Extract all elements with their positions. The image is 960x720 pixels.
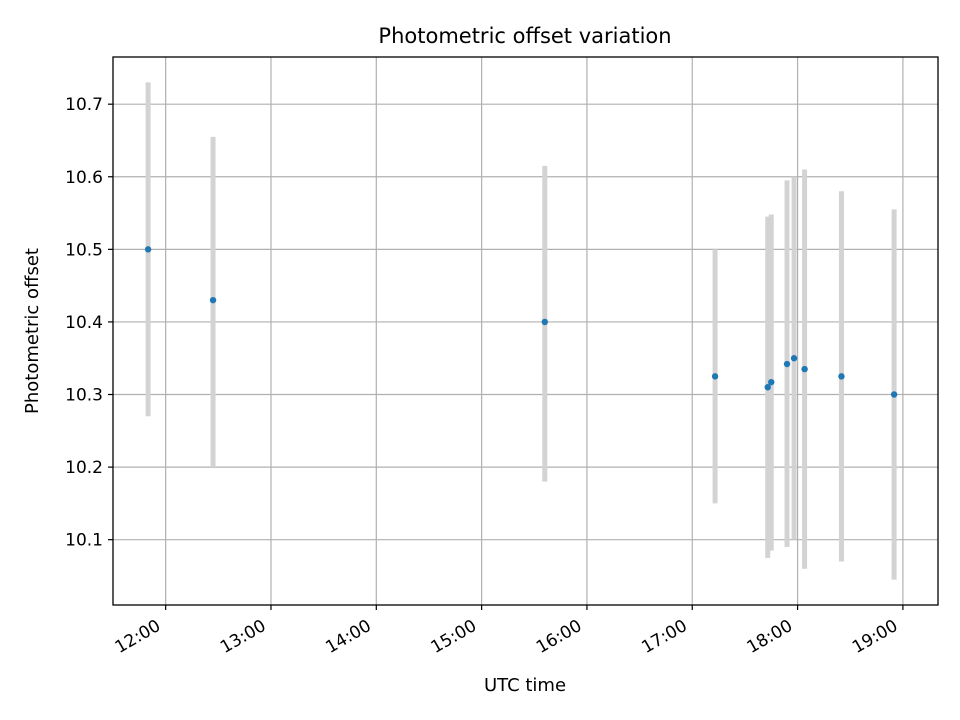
y-tick-label: 10.4 — [65, 313, 103, 333]
data-point — [783, 360, 791, 368]
data-point — [209, 296, 217, 304]
data-point — [711, 373, 719, 380]
data-point — [144, 246, 152, 253]
chart-title: Photometric offset variation — [378, 24, 671, 48]
data-point — [801, 365, 808, 373]
data-point — [790, 355, 798, 362]
y-tick-label: 10.3 — [65, 386, 103, 406]
y-axis-title: Photometric offset — [22, 248, 43, 414]
data-point — [541, 318, 549, 326]
data-point — [768, 378, 775, 386]
data-point — [764, 384, 771, 391]
y-tick-label: 10.5 — [65, 240, 103, 260]
plot-frame — [112, 56, 939, 606]
y-tick-label: 10.7 — [65, 95, 103, 115]
data-point — [890, 391, 898, 398]
data-points — [144, 246, 898, 398]
y-tick-label: 10.2 — [65, 458, 103, 478]
data-point — [838, 373, 845, 380]
x-axis-title: UTC time — [484, 675, 566, 696]
y-tick-label: 10.1 — [65, 531, 103, 551]
grid — [113, 57, 938, 605]
y-tick-label: 10.6 — [65, 168, 103, 188]
